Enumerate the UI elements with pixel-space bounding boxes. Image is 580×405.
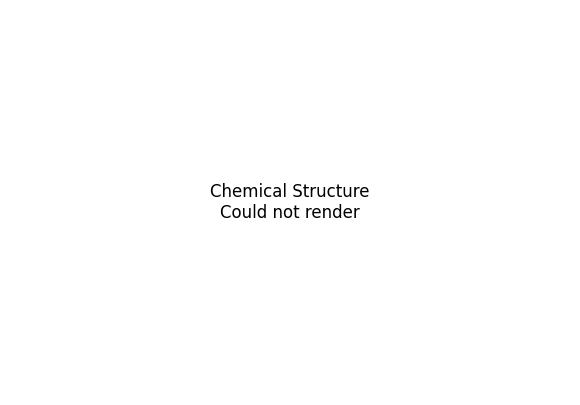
Text: Chemical Structure
Could not render: Chemical Structure Could not render xyxy=(210,183,370,222)
